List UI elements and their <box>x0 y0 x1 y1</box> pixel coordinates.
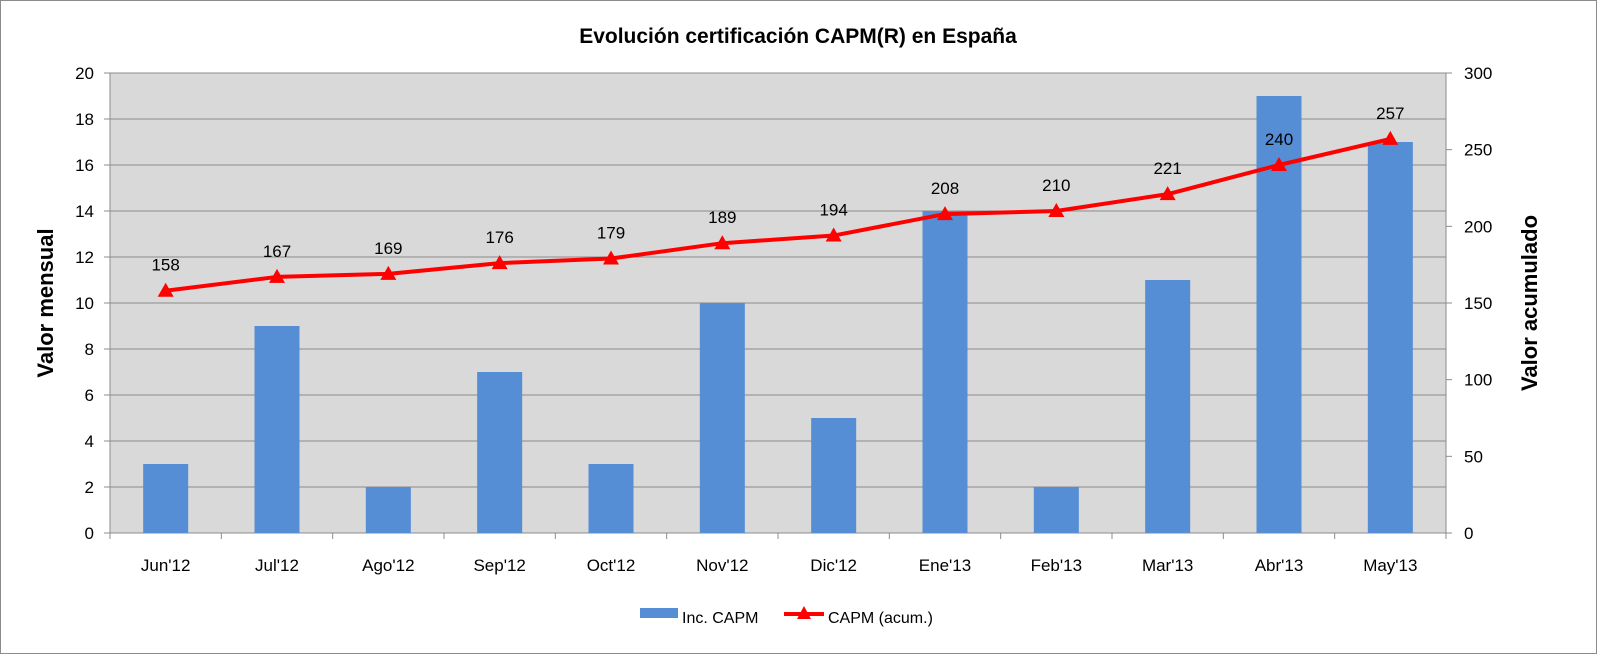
data-label: 158 <box>151 256 179 275</box>
data-label: 179 <box>597 224 625 243</box>
data-label: 189 <box>708 208 736 227</box>
y-tick-label: 0 <box>85 524 94 543</box>
line-marker <box>825 227 842 242</box>
data-label: 208 <box>931 179 959 198</box>
bar <box>1367 142 1413 533</box>
bar <box>588 464 634 533</box>
bar <box>254 326 300 533</box>
line-marker <box>491 255 508 270</box>
y2-tick-label: 200 <box>1464 217 1492 236</box>
data-label: 257 <box>1376 104 1404 123</box>
data-label: 176 <box>485 228 513 247</box>
x-tick-label: May'13 <box>1363 556 1417 575</box>
y-tick-label: 16 <box>75 156 94 175</box>
legend-label: Inc. CAPM <box>682 610 758 627</box>
line-marker <box>157 282 174 297</box>
line-marker <box>1159 186 1176 201</box>
x-tick-label: Abr'13 <box>1255 556 1304 575</box>
x-tick-label: Ago'12 <box>362 556 414 575</box>
data-label: 221 <box>1153 159 1181 178</box>
legend: Inc. CAPM CAPM (acum.) <box>640 606 933 627</box>
legend-label: CAPM (acum.) <box>828 610 933 627</box>
y2-tick-label: 50 <box>1464 447 1483 466</box>
bar-series <box>143 96 1413 533</box>
bar <box>922 211 968 533</box>
left-axis-ticks: 0 2 4 6 8 10 12 14 16 18 20 <box>75 64 110 543</box>
x-tick-label: Dic'12 <box>810 556 857 575</box>
y-tick-label: 20 <box>75 64 94 83</box>
y2-tick-label: 0 <box>1464 524 1473 543</box>
y2-tick-label: 100 <box>1464 371 1492 390</box>
x-tick-label: Oct'12 <box>587 556 636 575</box>
line-series <box>157 130 1399 297</box>
line-marker <box>1048 203 1065 217</box>
bar <box>1145 280 1191 533</box>
y-axis-title: Valor mensual <box>33 228 58 377</box>
y-tick-label: 2 <box>85 478 94 497</box>
data-label: 210 <box>1042 176 1070 195</box>
x-axis-ticks: Jun'12 Jul'12 Ago'12 Sep'12 Oct'12 Nov'12 Dic'… <box>109 533 1447 575</box>
bar <box>1033 487 1079 533</box>
series-line <box>165 136 1391 293</box>
y-tick-label: 8 <box>85 340 94 359</box>
line-marker <box>1382 130 1399 145</box>
bar <box>811 418 857 533</box>
line-marker <box>380 265 397 280</box>
y2-tick-label: 150 <box>1464 294 1492 313</box>
x-tick-label: Jul'12 <box>255 556 299 575</box>
y2-axis-title: Valor acumulado <box>1517 215 1542 391</box>
data-label: 169 <box>374 239 402 258</box>
data-label: 194 <box>819 201 847 220</box>
line-marker <box>269 268 285 283</box>
y-tick-label: 12 <box>75 248 94 267</box>
legend-swatch-marker <box>797 606 811 619</box>
line-marker <box>937 206 953 221</box>
data-label: 167 <box>263 242 291 261</box>
line-marker <box>714 235 731 250</box>
bar <box>477 372 523 533</box>
right-axis-ticks: 0 50 100 150 200 250 300 <box>1446 64 1492 543</box>
x-tick-label: Feb'13 <box>1031 556 1082 575</box>
x-tick-label: Nov'12 <box>696 556 748 575</box>
bar <box>143 464 189 533</box>
x-tick-label: Jun'12 <box>141 556 191 575</box>
gridlines <box>110 118 1446 488</box>
x-tick-label: Ene'13 <box>919 556 971 575</box>
legend-swatch-bar <box>640 608 678 618</box>
x-tick-label: Sep'12 <box>473 556 525 575</box>
line-marker <box>1271 157 1287 171</box>
bar <box>365 487 411 533</box>
bar <box>699 303 745 533</box>
y-tick-label: 14 <box>75 202 94 221</box>
y-tick-label: 6 <box>85 386 94 405</box>
data-labels: 158 167 169 176 179 189 194 208 210 221 240 257 <box>151 104 1404 275</box>
y2-tick-label: 300 <box>1464 64 1492 83</box>
y2-tick-label: 250 <box>1464 141 1492 160</box>
y-tick-label: 18 <box>75 110 94 129</box>
x-tick-label: Mar'13 <box>1142 556 1193 575</box>
data-label: 240 <box>1265 130 1293 149</box>
y-tick-label: 4 <box>85 432 94 451</box>
y-tick-label: 10 <box>75 294 94 313</box>
line-marker <box>603 250 619 265</box>
chart-title: Evolución certificación CAPM(R) en Españ… <box>579 25 1017 48</box>
